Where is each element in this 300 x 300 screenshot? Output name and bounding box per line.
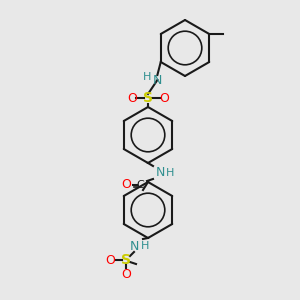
Text: N: N	[153, 74, 162, 86]
Text: O: O	[105, 254, 115, 266]
Text: O: O	[159, 92, 169, 104]
Text: S: S	[121, 253, 131, 267]
Text: N: N	[155, 167, 165, 179]
Text: O: O	[127, 92, 137, 104]
Text: N: N	[129, 239, 139, 253]
Text: S: S	[143, 91, 153, 105]
Text: H: H	[166, 168, 174, 178]
Text: O: O	[121, 178, 131, 191]
Text: O: O	[121, 268, 131, 281]
Text: C: C	[136, 180, 144, 190]
Text: H: H	[143, 72, 152, 82]
Text: H: H	[141, 241, 149, 251]
